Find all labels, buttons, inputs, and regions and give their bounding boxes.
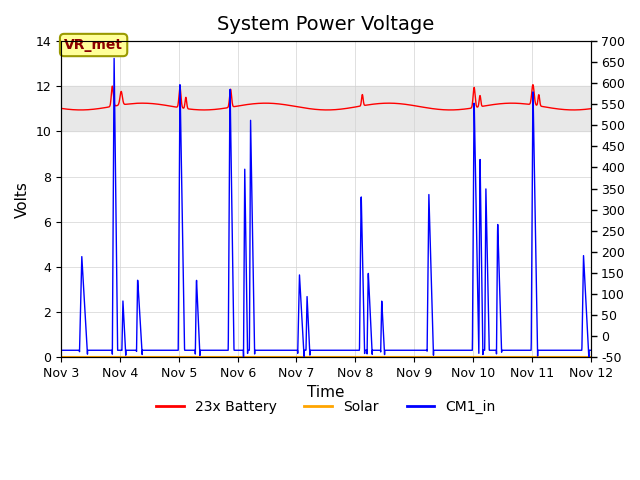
X-axis label: Time: Time <box>307 385 344 400</box>
Y-axis label: Volts: Volts <box>15 180 30 217</box>
Legend: 23x Battery, Solar, CM1_in: 23x Battery, Solar, CM1_in <box>150 395 501 420</box>
Text: VR_met: VR_met <box>64 38 123 52</box>
Bar <box>61 86 591 132</box>
Title: System Power Voltage: System Power Voltage <box>217 15 435 34</box>
